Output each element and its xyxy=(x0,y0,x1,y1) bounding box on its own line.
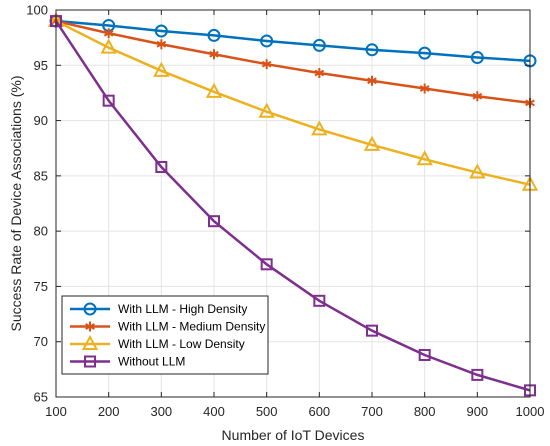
data-point-marker xyxy=(261,59,272,70)
x-tick-label: 100 xyxy=(45,404,67,419)
data-point-marker xyxy=(153,61,170,77)
x-tick-label: 1000 xyxy=(516,404,545,419)
legend-label: With LLM - Low Density xyxy=(118,337,245,351)
legend: With LLM - High Density With LLM - Medium… xyxy=(61,295,269,375)
x-axis-label: Number of IoT Devices xyxy=(222,427,365,443)
data-point-marker xyxy=(156,39,167,50)
x-tick-label: 600 xyxy=(308,404,330,419)
legend-marker xyxy=(85,321,95,332)
series-line xyxy=(55,19,531,186)
data-point-marker xyxy=(155,161,168,174)
data-point-marker xyxy=(366,324,378,337)
legend-item: With LLM - High Density xyxy=(70,302,247,316)
data-point-marker xyxy=(260,258,273,271)
legend-marker xyxy=(81,334,99,350)
legend-marker xyxy=(83,302,97,316)
y-tick-label: 95 xyxy=(34,58,48,73)
series-line xyxy=(55,19,531,105)
legend-label: With LLM - High Density xyxy=(118,302,247,316)
legend-item: With LLM - Medium Density xyxy=(70,320,265,334)
data-point-marker xyxy=(258,102,275,118)
data-point-marker xyxy=(207,28,221,42)
data-point-marker xyxy=(471,368,484,381)
data-point-marker xyxy=(419,83,430,94)
x-tick-label: 200 xyxy=(98,404,120,419)
legend-label: Without LLM xyxy=(118,355,185,369)
data-point-marker xyxy=(311,120,328,136)
data-point-marker xyxy=(469,163,486,179)
series-line xyxy=(55,19,531,63)
data-point-marker xyxy=(154,24,168,38)
x-tick-label: 300 xyxy=(150,404,172,419)
series-1 xyxy=(51,16,535,108)
y-tick-label: 90 xyxy=(34,113,48,128)
data-point-marker xyxy=(313,294,326,307)
y-axis-label: Success Rate of Device Associations (%) xyxy=(8,76,24,332)
series-2 xyxy=(47,11,539,191)
data-point-marker xyxy=(418,46,432,60)
data-point-marker xyxy=(102,94,115,107)
series-line xyxy=(54,20,531,392)
data-point-marker xyxy=(103,28,114,39)
data-point-marker xyxy=(312,38,326,52)
x-tick-label: 700 xyxy=(361,404,383,419)
x-tick-label: 800 xyxy=(414,404,436,419)
legend-label: With LLM - Medium Density xyxy=(118,320,265,334)
data-point-marker xyxy=(260,34,274,48)
x-tick-label: 900 xyxy=(466,404,488,419)
data-point-marker xyxy=(472,91,483,102)
tick-layer: 100 200 300 400 500 600 700 800 900 1000 65 70 75 80 8… xyxy=(26,3,544,420)
data-point-marker xyxy=(209,49,219,60)
series-layer xyxy=(47,11,539,397)
y-tick-label: 70 xyxy=(34,334,48,349)
y-tick-label: 100 xyxy=(26,3,48,18)
y-tick-label: 80 xyxy=(34,224,48,239)
y-tick-label: 85 xyxy=(34,168,48,183)
data-point-marker xyxy=(208,215,220,228)
data-point-marker xyxy=(314,68,325,79)
data-point-marker xyxy=(363,135,381,151)
data-point-marker xyxy=(365,43,379,57)
x-tick-label: 500 xyxy=(256,404,278,419)
legend-item: Without LLM xyxy=(70,355,185,369)
x-tick-label: 400 xyxy=(203,404,225,419)
data-point-marker xyxy=(205,82,223,98)
legend-marker xyxy=(84,355,96,368)
y-tick-label: 75 xyxy=(34,279,48,294)
y-tick-label: 65 xyxy=(34,390,48,405)
data-point-marker xyxy=(416,150,433,166)
data-point-marker xyxy=(470,51,484,65)
series-0 xyxy=(49,14,537,68)
data-point-marker xyxy=(418,348,431,361)
legend-item: With LLM - Low Density xyxy=(70,334,245,351)
data-point-marker xyxy=(100,38,117,54)
plot-frame xyxy=(55,9,531,398)
data-point-marker xyxy=(367,75,377,86)
